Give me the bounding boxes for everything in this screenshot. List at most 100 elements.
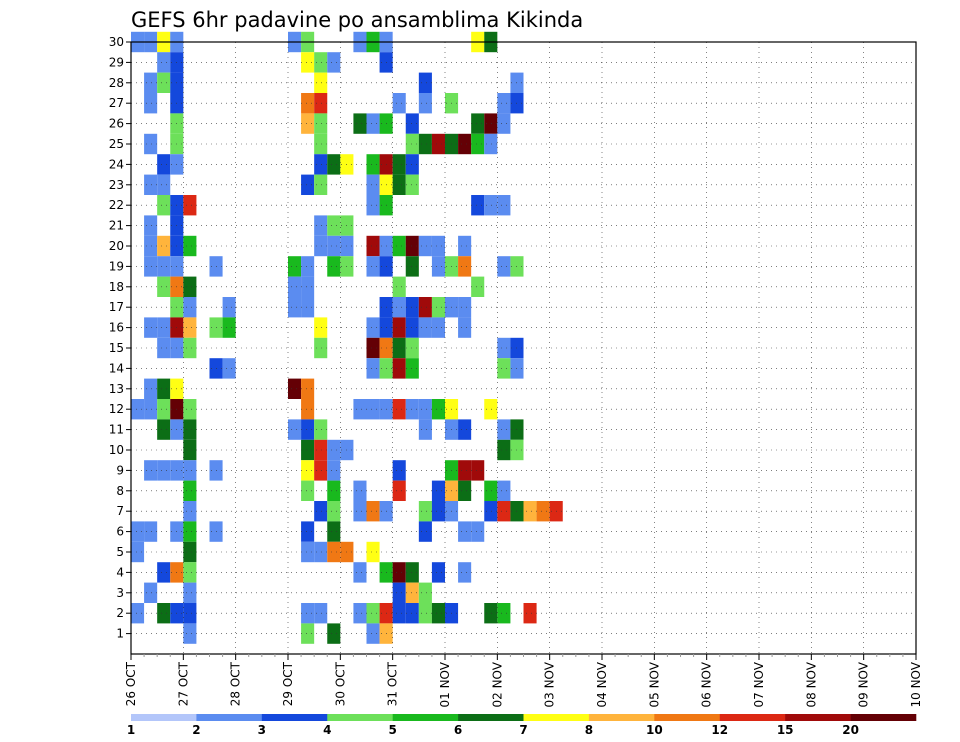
colorbar-label: 3 <box>258 723 266 737</box>
heatmap-cell <box>144 399 158 420</box>
heatmap-cell <box>183 521 197 542</box>
heatmap-cell <box>471 195 485 216</box>
heatmap-cell <box>157 52 171 73</box>
heatmap-cell <box>484 113 498 134</box>
heatmap-cell <box>497 195 511 216</box>
heatmap-cell <box>301 623 315 644</box>
heatmap-cell <box>497 113 511 134</box>
heatmap-cell <box>392 317 406 338</box>
colorbar-segment <box>458 714 524 721</box>
heatmap-cell <box>458 480 472 501</box>
heatmap-cell <box>484 133 498 155</box>
y-tick-label: 29 <box>109 55 124 69</box>
heatmap-cell <box>471 460 485 481</box>
heatmap-cell <box>405 603 419 624</box>
y-tick-label: 12 <box>109 402 124 416</box>
heatmap-cell <box>222 297 236 318</box>
heatmap-cell <box>144 235 158 257</box>
heatmap-cell <box>222 358 236 379</box>
heatmap-cell <box>366 603 380 624</box>
heatmap-cell <box>314 215 328 236</box>
heatmap-cell <box>314 72 328 93</box>
heatmap-cell <box>458 133 472 155</box>
colorbar-segment <box>196 714 263 721</box>
heatmap-cell <box>131 603 145 624</box>
heatmap-cell <box>314 93 328 114</box>
heatmap-cell <box>405 174 419 195</box>
y-tick-label: 19 <box>109 259 124 273</box>
gridlines <box>130 41 917 654</box>
heatmap-cell <box>392 460 406 481</box>
colorbar-segment <box>261 714 328 721</box>
heatmap-cell <box>157 399 171 420</box>
heatmap-cell <box>144 378 158 399</box>
heatmap-cell <box>301 603 315 624</box>
heatmap-cell <box>471 113 485 134</box>
heatmap-cell <box>144 72 158 93</box>
heatmap-cell <box>458 460 472 481</box>
y-tick-label: 2 <box>116 606 124 620</box>
heatmap-cells <box>131 31 563 644</box>
heatmap-cell <box>327 521 341 542</box>
heatmap-cell <box>431 256 445 277</box>
colorbar-label: 10 <box>646 723 663 737</box>
heatmap-cell <box>392 235 406 257</box>
colorbar-segment <box>785 714 851 721</box>
y-tick-label: 1 <box>116 627 124 641</box>
heatmap-cell <box>327 623 341 644</box>
heatmap-cell <box>405 562 419 583</box>
heatmap-cell <box>405 337 419 359</box>
x-tick-label: 07 NOV <box>752 661 766 707</box>
heatmap-cell <box>405 317 419 338</box>
heatmap-cell <box>314 460 328 481</box>
y-tick-label: 21 <box>109 219 124 233</box>
heatmap-cell <box>144 174 158 195</box>
heatmap-cell <box>418 235 432 257</box>
heatmap-cell <box>392 154 406 175</box>
heatmap-cell <box>144 521 158 542</box>
heatmap-cell <box>484 480 498 501</box>
heatmap-cell <box>392 562 406 583</box>
heatmap-cell <box>366 317 380 338</box>
y-tick-label: 4 <box>116 565 124 579</box>
heatmap-cell <box>405 154 419 175</box>
heatmap-cell <box>301 276 315 297</box>
heatmap-cell <box>392 93 406 114</box>
y-tick-label: 23 <box>109 178 124 192</box>
heatmap-cell <box>144 215 158 236</box>
x-axis-ticks: 26 OCT 27 OCT 28 OCT 29 OCT 30 OCT 31 OCT 01 N… <box>124 654 923 708</box>
heatmap-cell <box>314 113 328 134</box>
colorbar-segment <box>392 714 459 721</box>
heatmap-cell <box>418 93 432 114</box>
heatmap-cell <box>353 113 367 134</box>
heatmap-cell <box>392 582 406 603</box>
heatmap-cell <box>288 276 302 297</box>
heatmap-cell <box>144 317 158 338</box>
colorbar-label: 20 <box>842 723 859 737</box>
heatmap-cell <box>314 501 328 522</box>
y-tick-label: 18 <box>109 280 124 294</box>
colorbar-label: 5 <box>388 723 396 737</box>
heatmap-cell <box>392 276 406 297</box>
heatmap-cell <box>418 133 432 155</box>
heatmap-cell <box>392 399 406 420</box>
heatmap-cell <box>314 419 328 440</box>
colorbar-label: 6 <box>454 723 462 737</box>
heatmap-cell <box>327 541 341 563</box>
heatmap-cell <box>405 399 419 420</box>
heatmap-cell <box>523 501 537 522</box>
heatmap-cell <box>405 358 419 379</box>
heatmap-cell <box>392 603 406 624</box>
colorbar-segment <box>588 714 655 721</box>
heatmap-cell <box>183 337 197 359</box>
y-tick-label: 7 <box>116 504 124 518</box>
heatmap-cell <box>353 480 367 501</box>
heatmap-cell <box>353 399 367 420</box>
x-tick-label: 05 NOV <box>647 661 661 707</box>
heatmap-cell <box>301 460 315 481</box>
heatmap-cell <box>314 541 328 563</box>
heatmap-cell <box>157 317 171 338</box>
heatmap-cell <box>157 154 171 175</box>
heatmap-cell <box>405 113 419 134</box>
